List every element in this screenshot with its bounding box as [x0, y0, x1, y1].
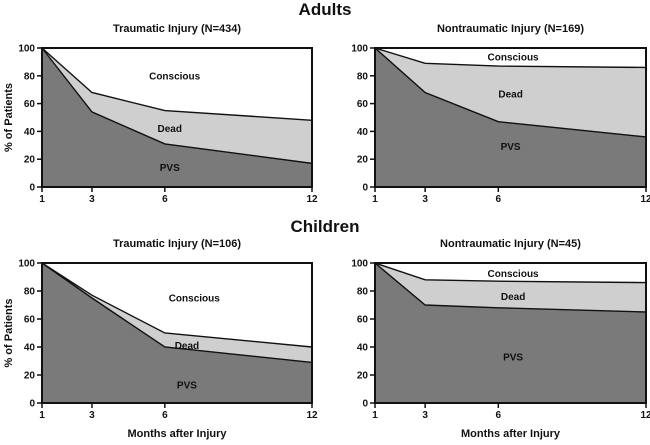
y-tick-label: 100	[18, 44, 35, 55]
x-axis-label: Months after Injury	[461, 428, 561, 440]
y-tick-label: 60	[24, 99, 36, 110]
x-tick-label: 3	[422, 194, 428, 205]
y-tick-label: 40	[24, 343, 36, 354]
panel-title: Nontraumatic Injury (N=45)	[440, 238, 581, 250]
x-tick-label: 3	[422, 410, 428, 421]
y-tick-label: 20	[357, 371, 369, 382]
x-tick-label: 12	[306, 194, 318, 205]
x-tick-label: 6	[496, 410, 502, 421]
plot-frame	[374, 262, 647, 404]
y-tick-label: 100	[351, 259, 368, 270]
x-tick-label: 1	[39, 410, 45, 421]
region-label-pvs: PVS	[501, 142, 521, 153]
chart-panel-4: Nontraumatic Injury (N=45) 0 20 40 60 80 100 1 3…	[351, 238, 650, 440]
chart-panel-3: Traumatic Injury (N=106) 0 20 40 60 80 100 1 3 6 1…	[3, 238, 318, 440]
region-label-conscious: Conscious	[488, 269, 540, 280]
y-tick-label: 0	[29, 183, 35, 194]
y-axis-label: % of Patients	[3, 83, 15, 152]
x-tick-label: 6	[162, 410, 168, 421]
y-tick-label: 80	[357, 287, 369, 298]
y-tick-label: 0	[362, 183, 368, 194]
panel-title: Nontraumatic Injury (N=169)	[437, 23, 584, 35]
x-axis-label: Months after Injury	[127, 428, 227, 440]
y-tick-label: 100	[18, 259, 35, 270]
x-tick-label: 12	[306, 410, 318, 421]
x-tick-label: 6	[496, 194, 502, 205]
area-pvs	[42, 48, 312, 187]
line-dead-boundary	[374, 262, 647, 284]
region-label-conscious: Conscious	[169, 294, 221, 305]
plot-frame	[41, 47, 313, 188]
y-tick-label: 0	[29, 399, 35, 410]
line-pvs-boundary	[41, 47, 313, 165]
panel-title: Traumatic Injury (N=434)	[113, 23, 241, 35]
region-label-dead: Dead	[158, 124, 182, 135]
y-tick-label: 100	[351, 44, 368, 55]
region-label-dead: Dead	[501, 292, 525, 303]
y-tick-label: 60	[357, 99, 369, 110]
area-pvs	[375, 263, 646, 403]
y-tick-label: 0	[362, 399, 368, 410]
line-pvs-boundary	[41, 262, 313, 364]
x-tick-label: 3	[89, 194, 95, 205]
panel-title: Traumatic Injury (N=106)	[113, 238, 241, 250]
y-tick-label: 20	[24, 371, 36, 382]
y-tick-label: 40	[24, 127, 36, 138]
plot-frame	[374, 47, 647, 188]
group-title-children: Children	[291, 217, 360, 236]
x-tick-label: 6	[162, 194, 168, 205]
region-label-pvs: PVS	[503, 352, 523, 363]
area-pvs	[375, 48, 646, 187]
line-dead-boundary	[374, 47, 647, 69]
y-tick-label: 80	[24, 287, 36, 298]
line-dead-boundary	[41, 47, 313, 121]
y-tick-label: 20	[24, 155, 36, 166]
y-tick-label: 80	[24, 71, 36, 82]
y-tick-label: 40	[357, 343, 369, 354]
region-label-dead: Dead	[175, 341, 199, 352]
chart-panel-1: Traumatic Injury (N=434) 0 20 40 60 80 100 1 3 6 1…	[3, 23, 318, 205]
y-tick-label: 40	[357, 127, 369, 138]
y-tick-label: 60	[24, 315, 36, 326]
x-tick-label: 1	[39, 194, 45, 205]
x-tick-label: 12	[640, 410, 650, 421]
area-pvs	[42, 263, 312, 403]
x-tick-label: 12	[640, 194, 650, 205]
y-tick-label: 20	[357, 155, 369, 166]
x-tick-label: 1	[372, 410, 378, 421]
region-label-conscious: Conscious	[149, 71, 201, 82]
x-tick-label: 3	[89, 410, 95, 421]
x-tick-label: 1	[372, 194, 378, 205]
region-label-dead: Dead	[498, 89, 522, 100]
y-tick-label: 60	[357, 315, 369, 326]
line-pvs-boundary	[374, 47, 647, 138]
plot-frame	[41, 262, 313, 404]
chart-panel-2: Nontraumatic Injury (N=169) 0 20 40 60 80 100 1…	[351, 23, 650, 205]
line-dead-boundary	[41, 262, 313, 348]
region-label-pvs: PVS	[177, 380, 197, 391]
region-label-conscious: Conscious	[488, 53, 540, 64]
y-tick-label: 80	[357, 71, 369, 82]
group-title-adults: Adults	[299, 0, 352, 19]
region-label-pvs: PVS	[160, 163, 180, 174]
line-pvs-boundary	[374, 262, 647, 313]
y-axis-label: % of Patients	[3, 298, 15, 367]
